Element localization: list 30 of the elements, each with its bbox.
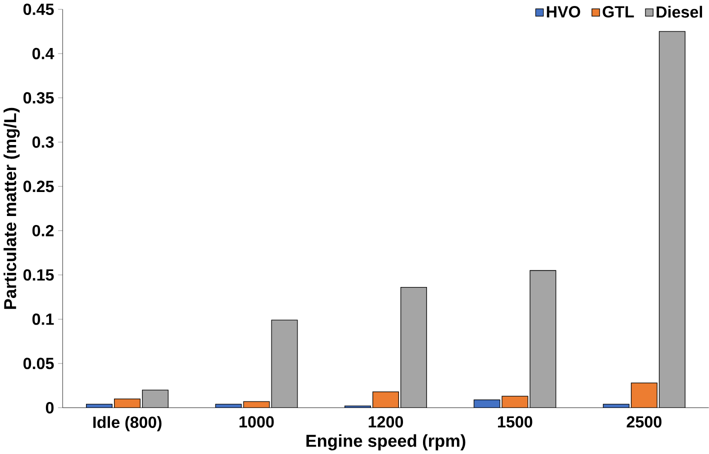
bar <box>658 31 686 408</box>
y-tick-label: 0.05 <box>23 358 54 370</box>
y-tick-label: 0 <box>46 402 54 414</box>
y-axis-title: Particulate matter (mg/L) <box>4 108 20 309</box>
x-tick-label: 1000 <box>240 416 274 428</box>
legend-label: HVO <box>546 6 580 18</box>
x-tick-label: Idle (800) <box>93 416 162 432</box>
bar <box>142 390 169 408</box>
y-tick-label: 0.15 <box>23 269 54 281</box>
x-tick-label: 1200 <box>368 416 404 428</box>
y-tick-label: 0.1 <box>32 313 54 325</box>
bar <box>530 270 556 408</box>
y-tick-label: 0.35 <box>23 92 54 104</box>
x-tick-label: 1500 <box>498 416 532 428</box>
y-tick-label: 0.2 <box>32 224 54 236</box>
bar <box>400 287 427 408</box>
bar <box>502 396 528 408</box>
legend-label: Diesel <box>656 6 702 18</box>
y-tick-label: 0.3 <box>32 136 54 148</box>
bar <box>372 391 399 408</box>
bar <box>630 382 658 408</box>
bar <box>474 400 500 408</box>
bar <box>114 398 140 408</box>
y-tick-label: 0.25 <box>23 180 54 192</box>
y-tick-label: 0.4 <box>32 48 54 60</box>
y-tick-label: 0.45 <box>23 4 54 16</box>
legend-label: GTL <box>602 6 634 18</box>
x-tick-label: 2500 <box>626 416 662 428</box>
x-axis-title: Engine speed (rpm) <box>306 434 466 450</box>
bar <box>271 320 298 408</box>
